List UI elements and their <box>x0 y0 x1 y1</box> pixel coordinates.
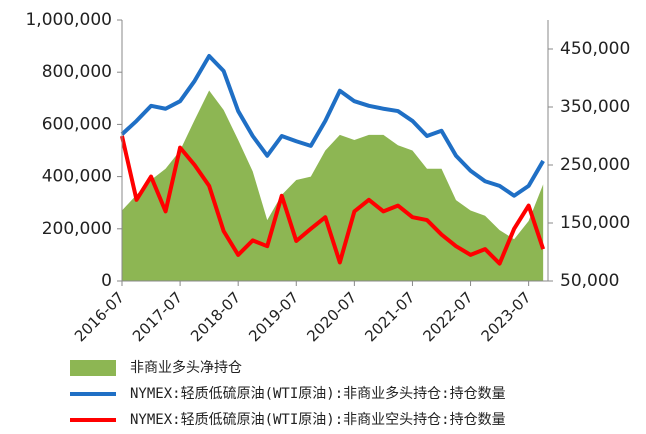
y-tick-label: 800,000 <box>42 62 112 82</box>
x-tick-label: 2018-07 <box>187 288 244 345</box>
x-tick-label: 2021-07 <box>361 288 418 345</box>
y-tick-label: 1,000,000 <box>25 10 112 30</box>
line <box>120 135 546 266</box>
x-tick-label: 2022-07 <box>420 288 477 345</box>
y2-tick-label: 50,000 <box>560 271 619 291</box>
line <box>120 53 545 198</box>
x-tick-label: 2023-07 <box>478 288 535 345</box>
y2-tick-label: 350,000 <box>560 97 630 117</box>
legend-swatch <box>70 360 116 376</box>
x-tick-label: 2016-07 <box>71 288 128 345</box>
y2-tick-label: 450,000 <box>560 39 630 59</box>
y-tick-label: 200,000 <box>42 219 112 239</box>
x-tick-label: 2017-07 <box>129 288 186 345</box>
legend-label: 非商业多头净持仓 <box>130 359 242 376</box>
x-tick-label: 2020-07 <box>303 288 360 345</box>
y2-tick-label: 250,000 <box>560 155 630 175</box>
y-tick-label: 600,000 <box>42 114 112 134</box>
y2-tick-label: 150,000 <box>560 213 630 233</box>
y-tick-label: 400,000 <box>42 167 112 187</box>
y-tick-label: 0 <box>101 271 112 291</box>
legend-label: NYMEX:轻质低硫原油(WTI原油):非商业空头持仓:持仓数量 <box>130 412 506 428</box>
legend-label: NYMEX:轻质低硫原油(WTI原油):非商业多头持仓:持仓数量 <box>130 385 506 402</box>
x-tick-label: 2019-07 <box>245 288 302 345</box>
